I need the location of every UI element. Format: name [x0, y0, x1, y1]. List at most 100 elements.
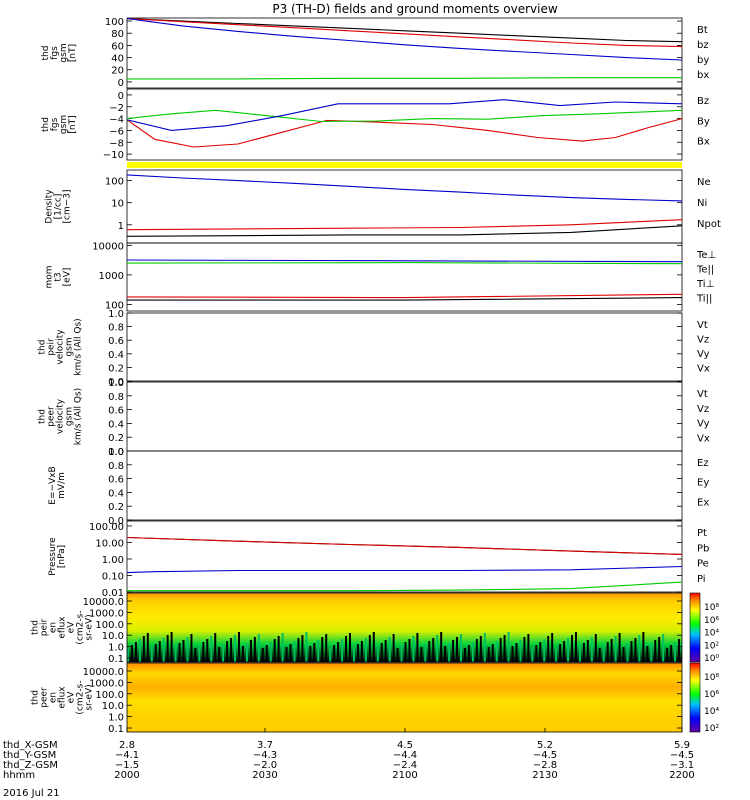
- spectrogram-noise: [297, 638, 300, 662]
- y-tick-label: 0.0: [108, 377, 124, 388]
- spectrogram-noise: [440, 632, 443, 662]
- y-axis-label-line: gsm: [59, 43, 69, 62]
- spectrogram-noise: [559, 644, 562, 662]
- x-row-value: 4.5: [397, 740, 413, 751]
- y-tick-label: 0: [118, 78, 124, 89]
- panel-peer_spec: 10⁸ 10⁶ 10⁴ 10² 10000.01000.0100.010.01.00.1…: [31, 662, 719, 735]
- legend-entry: Pi: [697, 574, 706, 585]
- x-row-value: 2130: [532, 770, 557, 781]
- y-axis-label: Pressure [nPa]: [48, 537, 67, 576]
- spectrogram-noise: [345, 636, 348, 662]
- y-tick-label: 0.4: [108, 419, 124, 430]
- x-row-value: 2.8: [119, 740, 135, 751]
- panel-fgs_comp: 0−2−4−6−8−10 thd fgs gsm [nT] Bz By Bx: [41, 88, 710, 168]
- spectrogram-noise: [436, 635, 439, 662]
- y-axis-label: thd fgs gsm [nT]: [41, 115, 78, 134]
- y-axis-label-line: [nT]: [68, 44, 78, 62]
- y-axis-label-line: sr-eV): [85, 684, 95, 710]
- spectrogram-noise: [317, 640, 320, 662]
- spectrogram-noise: [479, 636, 482, 662]
- y-axis-label: Density [1/cc] [cm−3]: [45, 189, 73, 224]
- y-tick-label: 0.8: [108, 323, 124, 334]
- legend-entry: Bz: [697, 96, 709, 107]
- spectrogram-noise: [257, 634, 260, 662]
- spectrogram-noise: [313, 643, 316, 662]
- spectrogram-noise: [606, 642, 609, 662]
- spectrogram-noise: [333, 645, 336, 662]
- spectrogram-noise: [146, 633, 149, 662]
- spectrogram-noise: [594, 634, 597, 662]
- y-tick-label: 0.01: [102, 588, 124, 599]
- y-axis-label: thd peer en eflux eV (cm2-s-sr-eV): [31, 680, 95, 714]
- y-axis-label: thd peir velocity gsm km/s (All Qs): [38, 318, 84, 375]
- panel-density: 100 10 1 Density [1/cc] [cm−3] Ne Ni Npot: [45, 169, 721, 244]
- spectrogram-noise: [650, 643, 653, 662]
- x-row-value: 2200: [669, 770, 694, 781]
- spectrogram-noise: [186, 637, 189, 662]
- spectrogram-noise: [456, 637, 459, 662]
- y-tick-label: 80: [111, 29, 124, 40]
- series-line-Pi: [126, 565, 683, 574]
- panel-frame: [126, 88, 683, 161]
- y-tick-label: 1.0: [108, 309, 124, 320]
- y-tick-label: 10.0: [102, 631, 124, 642]
- quality-flag-bar: [127, 162, 682, 168]
- colorbar: [689, 592, 701, 663]
- spectrogram-noise: [519, 640, 522, 662]
- legend-entry: By: [697, 116, 710, 127]
- y-axis-label-line: [cm−3]: [63, 189, 73, 223]
- y-axis-label-line: mom: [45, 265, 55, 288]
- spectrogram-noise: [400, 645, 403, 662]
- panel-pressure: 100.00 10.00 1.00 0.10 0.01 Pressure [nPa] Pt Pb…: [48, 520, 709, 599]
- spectrogram-noise: [352, 647, 355, 662]
- y-tick-label: 1.0: [108, 643, 124, 654]
- x-row-value: −2.4: [393, 760, 417, 771]
- spectrogram-noise: [341, 639, 344, 662]
- x-row-label: thd_Z-GSM: [3, 760, 58, 771]
- spectrogram-noise: [658, 637, 661, 662]
- panel-frame: [126, 450, 683, 521]
- series-line-Ni: [126, 225, 683, 237]
- spectrogram-noise: [523, 637, 526, 662]
- y-tick-label: −6: [109, 126, 124, 137]
- series-line-Bx: [126, 99, 683, 131]
- y-axis-label-line: en: [49, 622, 59, 633]
- spectrogram-noise: [238, 632, 240, 662]
- spectrogram-noise: [158, 641, 161, 662]
- panel-efield: 1.0 0.8 0.6 0.4 0.2 0.0 E=−VxB mV/m Ez Ey Ex: [48, 447, 709, 527]
- spectrogram-noise: [265, 645, 268, 662]
- legend-entry: Ti||: [696, 294, 712, 305]
- y-tick-label: 100: [105, 300, 124, 311]
- spectrogram-noise: [392, 634, 395, 662]
- y-axis-label-line: thd: [38, 340, 48, 355]
- colorbar-tick-label: 10⁶: [704, 690, 719, 700]
- y-axis-label-line: velocity: [56, 329, 66, 365]
- spectrogram-noise: [127, 648, 129, 662]
- y-axis-label: mom t3 [eV]: [45, 265, 73, 288]
- legend-entry: Vx: [697, 433, 710, 444]
- spectrogram-noise: [646, 646, 649, 662]
- x-row-label: thd_X-GSM: [3, 740, 58, 751]
- y-axis-label-line: sr-eV): [85, 614, 95, 640]
- y-tick-label: 20: [111, 66, 124, 77]
- y-tick-label: 1.0: [108, 713, 124, 724]
- y-axis-label: thd peir en eflux eV (cm2-s-sr-eV): [31, 610, 95, 644]
- x-row-value: −2.8: [533, 760, 557, 771]
- y-tick-label: 0.2: [108, 363, 124, 374]
- series-line-By: [126, 109, 683, 123]
- spectrogram-noise: [531, 648, 534, 662]
- legend-entry: Ey: [697, 478, 709, 489]
- legend-entry: Vz: [697, 335, 709, 346]
- x-row-value: 5.9: [674, 740, 690, 751]
- x-row-value: −2.0: [253, 760, 277, 771]
- y-axis-label-line: peir: [40, 618, 50, 636]
- legend-entry: Vt: [697, 320, 708, 331]
- y-axis-label-line: eflux: [58, 686, 68, 709]
- legend-entry: bx: [697, 70, 709, 81]
- spectrogram-noise: [301, 635, 304, 662]
- spectrogram-noise: [471, 642, 474, 662]
- spectrogram-noise: [571, 635, 573, 662]
- spectrogram-noise: [384, 640, 387, 662]
- spectrogram-noise: [638, 635, 641, 662]
